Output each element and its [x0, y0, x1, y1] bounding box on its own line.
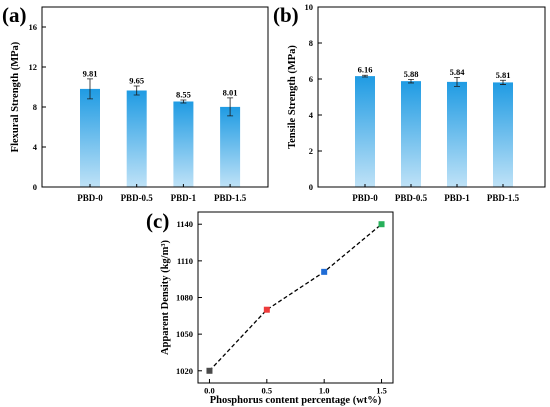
panel-b-bar	[401, 81, 421, 187]
panel-a-error-bar	[87, 78, 93, 100]
panel-b-data-label: 6.16	[358, 65, 373, 75]
panel-a-bar	[80, 88, 100, 187]
panel-a-y-axis-title: Flexural Strength (MPa)	[10, 41, 21, 152]
panel-a-error-bar	[180, 99, 187, 104]
panel-c-data-point	[206, 367, 213, 374]
panel-b-error-bar	[500, 79, 506, 85]
panel-c-x-axis-title: Phosphorus content percentage (wt%)	[210, 395, 382, 406]
panel-a: (a) 0 4 8 12 16 Flexural Strength (MPa) 9.81 PBD…	[2, 3, 269, 203]
panel-a-error-bar	[227, 97, 234, 117]
panel-c-x-tick-label: 0.5	[262, 386, 273, 396]
panel-a-y-tick-label: 12	[29, 62, 38, 72]
panel-c-trend-line	[208, 223, 382, 372]
panel-b-label: (b)	[273, 3, 299, 27]
panel-a-error-bar	[133, 85, 140, 96]
panel-b-y-tick-label: 10	[305, 2, 314, 12]
panel-a-bar	[220, 106, 241, 187]
panel-b-error-bar	[454, 76, 460, 87]
panel-b-category-label: PBD-1.5	[487, 193, 520, 203]
panel-b-plot-frame	[317, 6, 546, 188]
panel-a-y-tick-label: 0	[33, 182, 37, 192]
panel-a-category-label: PBD-1	[171, 193, 197, 203]
panel-c-y-tick-label: 1080	[176, 293, 193, 303]
panel-a-data-label: 9.65	[129, 76, 144, 86]
panel-b-data-label: 5.81	[496, 70, 511, 80]
panel-b-category-label: PBD-0.5	[395, 193, 428, 203]
panel-b-y-tick-label: 4	[309, 110, 314, 120]
panel-a-category-label: PBD-1.5	[214, 193, 247, 203]
panel-b-bar	[447, 81, 467, 187]
panel-b-y-tick-label: 6	[309, 74, 313, 84]
panel-a-bar	[126, 90, 147, 187]
panel-c-x-tick-label: 1.0	[319, 386, 330, 396]
panel-a-label: (a)	[2, 3, 27, 27]
panel-b-bar	[493, 82, 513, 187]
panel-a-y-tick-label: 4	[33, 142, 38, 152]
panel-a-y-tick-label: 16	[29, 22, 38, 32]
panel-c-data-point	[263, 306, 270, 313]
panel-b-data-label: 5.84	[450, 67, 466, 77]
panel-b-y-tick-label: 2	[309, 146, 313, 156]
panel-c-label: (c)	[146, 209, 169, 233]
panel-b: (b) 0 2 4 6 8 10 Tensile Strength (MPa) 6.16 PBD-…	[273, 2, 546, 203]
panel-a-y-tick-label: 8	[33, 102, 37, 112]
panel-b-y-tick-label: 8	[309, 38, 313, 48]
panel-b-category-label: PBD-1	[444, 193, 470, 203]
panel-a-data-label: 8.01	[223, 87, 238, 97]
panel-c-y-tick-label: 1110	[177, 256, 193, 266]
panel-c-y-tick-label: 1050	[176, 329, 193, 339]
panel-c-y-axis-title: Apparent Density (kg/m³)	[160, 240, 171, 355]
panel-a-bar	[173, 101, 194, 187]
panel-c-data-point	[378, 221, 385, 228]
panel-c-data-point	[321, 268, 328, 275]
panel-b-y-tick-label: 0	[309, 182, 313, 192]
panel-a-plot-frame	[41, 6, 269, 188]
panel-c-x-tick-label: 0.0	[204, 386, 215, 396]
panel-b-bar	[355, 76, 375, 187]
panel-a-data-label: 9.81	[83, 68, 98, 78]
panel-a-data-label: 8.55	[176, 90, 191, 100]
panel-b-category-label: PBD-0	[352, 193, 378, 203]
panel-b-y-axis-title: Tensile Strength (MPa)	[287, 45, 298, 149]
panel-c-x-tick-label: 1.5	[376, 386, 387, 396]
panel-b-error-bar	[408, 78, 414, 84]
panel-c-y-tick-label: 1020	[176, 366, 193, 376]
panel-a-category-label: PBD-0	[77, 193, 103, 203]
panel-b-error-bar	[362, 74, 368, 78]
panel-c-y-tick-label: 1140	[176, 219, 193, 229]
panel-b-data-label: 5.88	[404, 69, 419, 79]
panel-a-category-label: PBD-0.5	[121, 193, 154, 203]
panel-c: (c) 1020 1050 1080 1110 1140 Apparent Density …	[146, 209, 394, 406]
panel-c-plot-frame	[197, 211, 394, 384]
